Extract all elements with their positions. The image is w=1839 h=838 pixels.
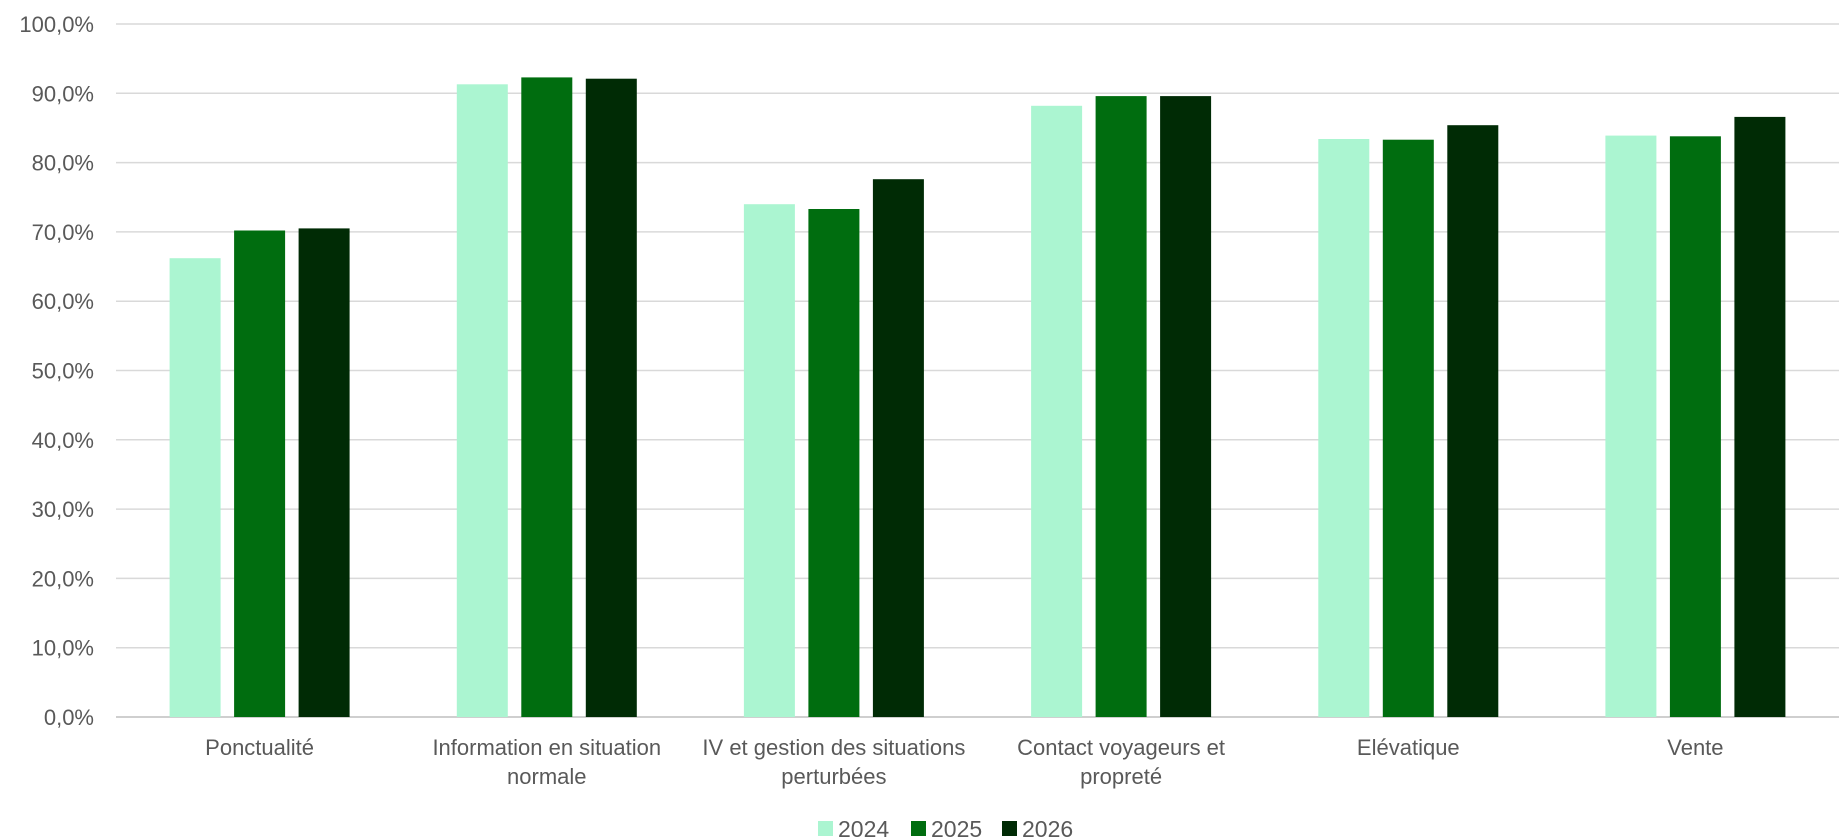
y-tick-label: 40,0% xyxy=(32,428,94,453)
y-tick-label: 0,0% xyxy=(44,705,94,730)
y-tick-label: 70,0% xyxy=(32,220,94,245)
bar-2025-0 xyxy=(234,230,286,717)
bar-2026-5 xyxy=(1734,116,1786,717)
bar-2026-1 xyxy=(585,78,637,717)
legend-label-2026: 2026 xyxy=(1022,816,1073,838)
bar-2025-1 xyxy=(521,77,573,717)
bar-2025-2 xyxy=(808,209,860,717)
bar-2024-2 xyxy=(743,204,795,717)
y-tick-label: 20,0% xyxy=(32,566,94,591)
y-tick-label: 30,0% xyxy=(32,497,94,522)
bar-2024-0 xyxy=(169,258,221,717)
x-category-label: propreté xyxy=(1080,764,1162,789)
legend-swatch-2026 xyxy=(1002,821,1017,836)
bar-2025-5 xyxy=(1669,136,1721,718)
x-category-label: normale xyxy=(507,764,586,789)
y-tick-label: 50,0% xyxy=(32,359,94,384)
bar-2024-4 xyxy=(1318,139,1370,717)
bar-2026-0 xyxy=(298,228,350,717)
bar-2024-1 xyxy=(456,84,508,718)
legend: 2024 2025 2026 xyxy=(818,816,1073,838)
bar-2026-4 xyxy=(1447,125,1499,717)
bar-2026-3 xyxy=(1160,96,1212,718)
x-category-label: Contact voyageurs et xyxy=(1017,735,1225,760)
bar-2024-3 xyxy=(1031,105,1083,718)
legend-label-2024: 2024 xyxy=(838,816,889,838)
bars xyxy=(169,77,1786,718)
y-tick-label: 80,0% xyxy=(32,151,94,176)
x-category-label: IV et gestion des situations xyxy=(702,735,965,760)
y-tick-label: 90,0% xyxy=(32,81,94,106)
y-axis: 0,0% 10,0% 20,0% 30,0% 40,0% 50,0% 60,0% 70,0% 8… xyxy=(19,12,94,730)
x-category-label: Vente xyxy=(1667,735,1723,760)
x-category-label: Elévatique xyxy=(1357,735,1460,760)
y-tick-label: 60,0% xyxy=(32,289,94,314)
legend-label-2025: 2025 xyxy=(931,816,982,838)
y-tick-label: 100,0% xyxy=(19,12,94,37)
legend-swatch-2025 xyxy=(911,821,926,836)
gridlines xyxy=(116,23,1839,718)
legend-swatch-2024 xyxy=(818,821,833,836)
x-category-label: Information en situation xyxy=(432,735,661,760)
y-tick-label: 10,0% xyxy=(32,636,94,661)
x-axis: Ponctualité Information en situation norma… xyxy=(205,735,1723,789)
x-category-label: perturbées xyxy=(781,764,886,789)
bar-2025-4 xyxy=(1382,139,1434,717)
bar-2026-2 xyxy=(872,179,924,717)
bar-2025-3 xyxy=(1095,96,1147,718)
bar-2024-5 xyxy=(1605,135,1657,718)
x-category-label: Ponctualité xyxy=(205,735,314,760)
